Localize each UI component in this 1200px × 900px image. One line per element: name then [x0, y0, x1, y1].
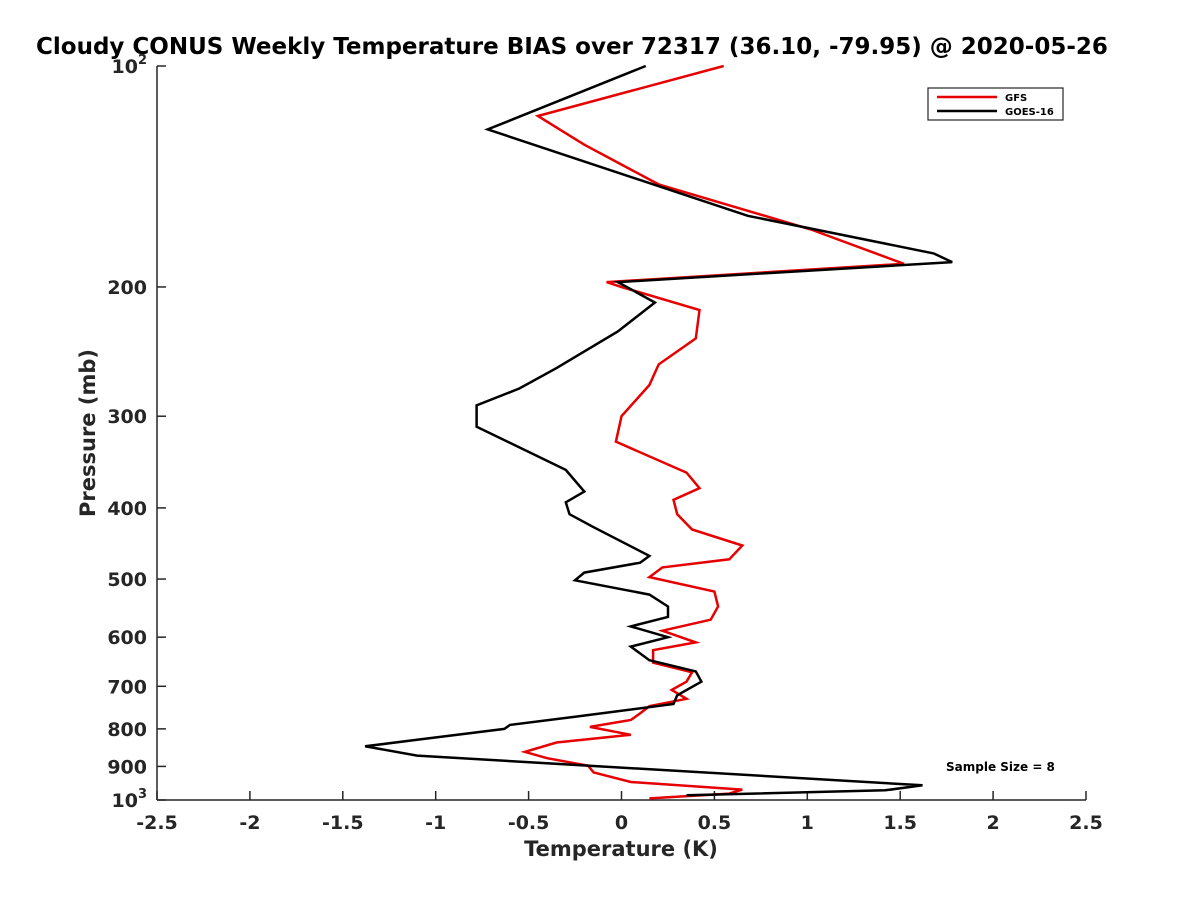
sample-size-annotation: Sample Size = 8 [946, 760, 1055, 774]
legend-label-goes16: GOES-16 [1005, 107, 1054, 118]
y-tick-label: 200 [107, 277, 147, 299]
x-tick-label: 2.5 [1069, 812, 1103, 834]
x-tick-label: -2.5 [136, 812, 178, 834]
x-tick-label: 1 [801, 812, 814, 834]
y-tick-label: 400 [107, 498, 147, 520]
y-tick-label: 102 [112, 53, 148, 78]
x-ticks: -2.5 -2 -1.5 -1 -0.5 0 0.5 1 1.5 2 2.5 [136, 791, 1103, 834]
x-tick-label: -1.5 [322, 812, 364, 834]
y-tick-label: 103 [112, 787, 148, 812]
x-tick-label: -0.5 [508, 812, 550, 834]
x-tick-label: -1 [425, 812, 446, 834]
series-line-goes16 [364, 64, 953, 797]
y-tick-label: 300 [107, 406, 147, 428]
legend: GFS GOES-16 [927, 87, 1064, 121]
x-tick-label: 1.5 [883, 812, 917, 834]
x-tick-label: 0.5 [698, 812, 732, 834]
legend-label-gfs: GFS [1005, 93, 1027, 104]
y-tick-label: 500 [107, 569, 147, 591]
x-tick-label: 2 [986, 812, 999, 834]
y-tick-label: 800 [107, 719, 147, 741]
y-tick-label: 700 [107, 676, 147, 698]
x-tick-label: 0 [615, 812, 628, 834]
chart-title: Cloudy CONUS Weekly Temperature BIAS ove… [36, 34, 1108, 60]
x-axis-label: Temperature (K) [524, 837, 718, 861]
legend-box [927, 87, 1064, 121]
y-tick-label: 600 [107, 627, 147, 649]
y-axis-label: Pressure (mb) [76, 349, 100, 517]
y-tick-label: 900 [107, 756, 147, 778]
series-lines [364, 64, 953, 800]
y-ticks: 102 200 300 400 500 600 700 800 900 103 [107, 53, 166, 812]
x-tick-label: -2 [239, 812, 260, 834]
series-line-gfs [520, 64, 905, 800]
